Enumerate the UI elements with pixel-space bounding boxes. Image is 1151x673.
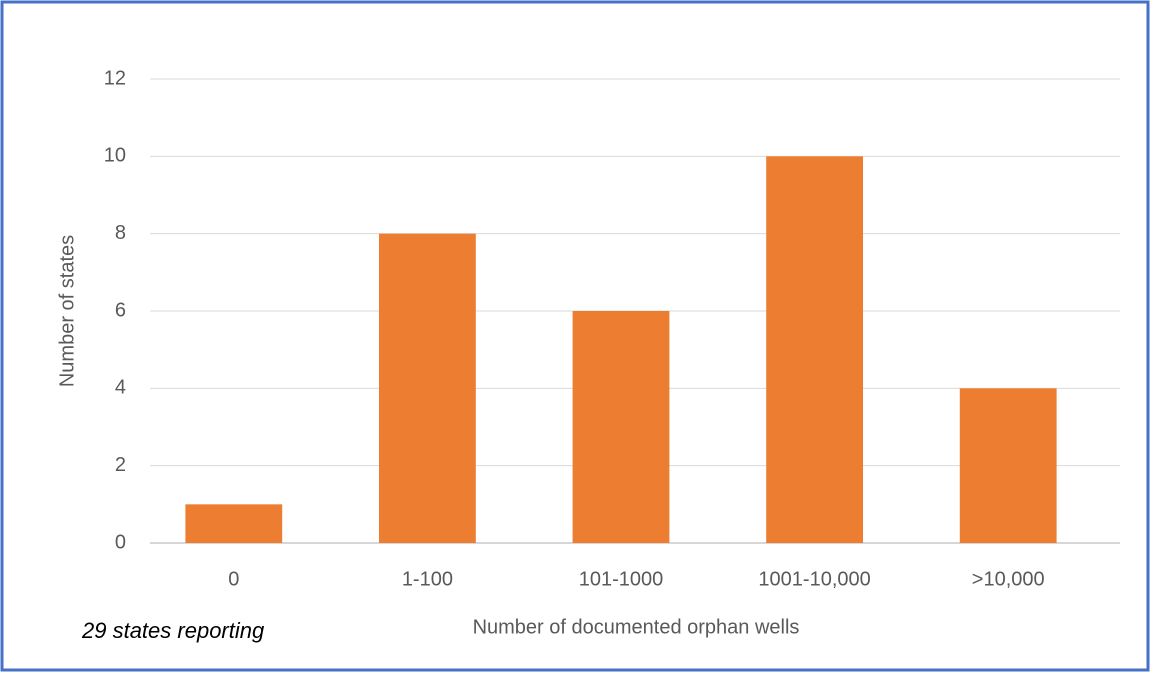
x-tick-label: 101-1000 [579,568,664,590]
bar [959,388,1057,543]
x-tick-label: 1001-10,000 [758,568,870,590]
y-tick-label: 10 [104,145,126,167]
x-tick-label: >10,000 [972,568,1045,590]
bar [766,156,863,544]
y-tick-label: 2 [115,454,126,476]
bar [379,233,476,543]
y-tick-label: 12 [104,67,126,89]
bar [572,311,670,543]
y-tick-label: 8 [115,222,126,244]
y-tick-label: 6 [115,299,126,321]
y-tick-label: 0 [115,531,126,553]
x-tick-label: 0 [228,568,239,590]
annotation: 29 states reporting [81,618,265,643]
bar [185,504,283,543]
y-tick-label: 4 [115,377,126,399]
x-axis-label: Number of documented orphan wells [473,616,800,638]
x-tick-label: 1-100 [402,568,453,590]
y-axis-label: Number of states [56,235,78,387]
